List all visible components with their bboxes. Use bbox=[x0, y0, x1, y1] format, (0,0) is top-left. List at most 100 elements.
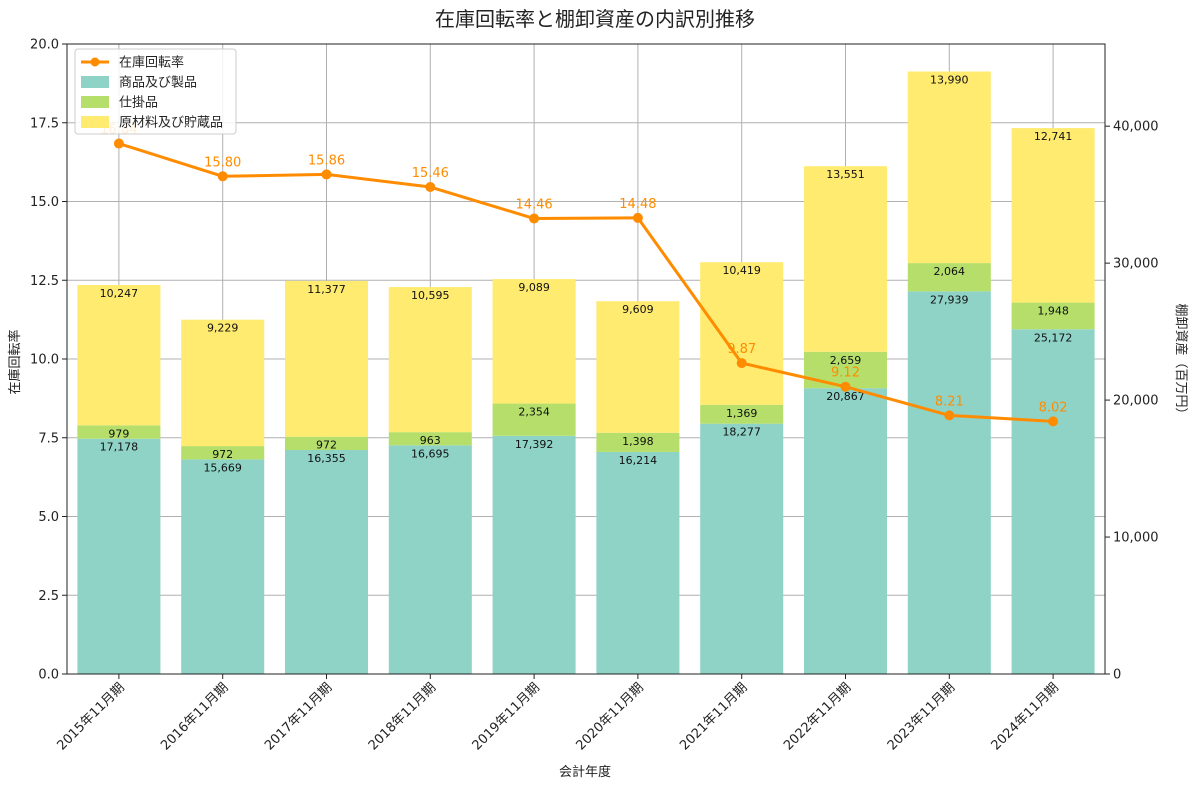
x-tick-label: 2019年11月期 bbox=[470, 680, 543, 753]
bar-value-label: 963 bbox=[420, 434, 441, 447]
turnover-value-label: 15.46 bbox=[412, 166, 449, 181]
turnover-point bbox=[944, 410, 955, 421]
bar-value-label: 17,178 bbox=[100, 441, 139, 454]
left-y-tick-label: 2.5 bbox=[38, 589, 59, 604]
bar-value-label: 2,354 bbox=[518, 406, 550, 419]
bar-value-label: 27,939 bbox=[930, 293, 969, 306]
bar-segment-products bbox=[700, 423, 784, 674]
bar-value-label: 972 bbox=[316, 439, 337, 452]
bar-segment-wip bbox=[907, 263, 991, 292]
bar-value-label: 1,398 bbox=[622, 435, 654, 448]
bar-segment-products bbox=[803, 388, 888, 674]
x-tick-label: 2015年11月期 bbox=[54, 680, 127, 753]
turnover-point bbox=[1048, 416, 1059, 427]
turnover-value-label: 15.86 bbox=[308, 153, 345, 168]
bar-segment-materials bbox=[803, 166, 888, 352]
left-y-axis-label: 在庫回転率 bbox=[7, 329, 23, 394]
right-y-axis-ticks: 0 10,000 20,000 30,000 40,000 bbox=[1105, 120, 1159, 683]
left-y-axis-ticks: 0.0 2.5 5.0 7.5 10.0 12.5 15.0 17.5 20.0 bbox=[30, 38, 67, 683]
bar-segment-products bbox=[492, 435, 576, 674]
bar-segment-materials bbox=[907, 71, 991, 264]
bar-segment-materials bbox=[284, 280, 369, 437]
turnover-point bbox=[113, 138, 124, 149]
legend-box bbox=[74, 48, 237, 135]
bar-value-label: 16,695 bbox=[411, 447, 450, 460]
bar-value-label: 11,377 bbox=[307, 283, 346, 296]
bar-segment-materials bbox=[388, 287, 472, 433]
legend-label: 商品及び製品 bbox=[119, 76, 197, 91]
bar-value-label: 16,214 bbox=[619, 454, 658, 467]
bar-segment-materials bbox=[700, 262, 784, 405]
bar-value-label: 20,867 bbox=[826, 390, 865, 403]
bar-segment-wip bbox=[700, 404, 784, 424]
turnover-line bbox=[118, 142, 1054, 423]
bar-value-label: 12,741 bbox=[1034, 130, 1073, 143]
left-y-tick-label: 5.0 bbox=[38, 510, 59, 525]
bar-value-label: 9,229 bbox=[207, 322, 239, 335]
left-y-tick-label: 10.0 bbox=[30, 353, 59, 368]
turnover-point bbox=[217, 171, 228, 182]
right-y-tick-label: 40,000 bbox=[1113, 120, 1159, 135]
bar-value-label: 1,369 bbox=[726, 407, 758, 420]
bar-segment-products bbox=[596, 451, 680, 674]
bar-segment-wip bbox=[596, 432, 680, 452]
bar-value-label: 18,277 bbox=[722, 426, 761, 439]
x-tick-label: 2024年11月期 bbox=[989, 680, 1062, 753]
turnover-value-label: 8.02 bbox=[1039, 400, 1068, 415]
left-y-tick-label: 0.0 bbox=[38, 668, 59, 683]
bar-value-label: 10,247 bbox=[100, 287, 139, 300]
x-tick-label: 2018年11月期 bbox=[366, 680, 439, 753]
bar-segment-products bbox=[284, 450, 369, 674]
bar-segment-wip bbox=[1011, 302, 1095, 330]
bar-segment-products bbox=[907, 291, 991, 674]
turnover-value-label: 15.80 bbox=[204, 155, 241, 170]
x-tick-label: 2022年11月期 bbox=[781, 680, 854, 753]
left-y-tick-label: 17.5 bbox=[30, 116, 59, 131]
legend-label: 原材料及び貯蔵品 bbox=[119, 116, 223, 131]
bar-segment-materials bbox=[492, 279, 576, 404]
legend-label: 在庫回転率 bbox=[119, 55, 184, 71]
bar-value-label: 16,355 bbox=[307, 452, 346, 465]
legend-label: 仕掛品 bbox=[119, 96, 158, 111]
bar-segment-materials bbox=[181, 319, 265, 447]
left-y-tick-label: 7.5 bbox=[38, 431, 59, 446]
right-y-tick-label: 10,000 bbox=[1113, 531, 1159, 546]
bar-value-label: 972 bbox=[212, 448, 233, 461]
bar-value-labels: 17,178 15,669 16,355 16,695 17,392 16,214 18,2… bbox=[100, 73, 1073, 474]
chart-title: 在庫回転率と棚卸資産の内訳別推移 bbox=[435, 7, 755, 31]
turnover-point bbox=[632, 212, 643, 223]
bar-segment-materials bbox=[77, 284, 161, 426]
bar-value-label: 2,659 bbox=[830, 354, 862, 367]
left-y-tick-label: 20.0 bbox=[30, 38, 59, 53]
bar-segment-products bbox=[181, 459, 265, 674]
x-tick-label: 2017年11月期 bbox=[262, 680, 335, 753]
right-y-axis-label: 棚卸資産（百万円） bbox=[1173, 303, 1189, 420]
bar-segment-materials bbox=[596, 301, 680, 433]
bar-value-label: 9,609 bbox=[622, 303, 654, 316]
turnover-point bbox=[321, 169, 332, 180]
bar-value-label: 10,419 bbox=[722, 264, 761, 277]
bar-value-label: 10,595 bbox=[411, 289, 450, 302]
x-tick-label: 2020年11月期 bbox=[573, 680, 646, 753]
bar-value-label: 979 bbox=[108, 427, 129, 440]
legend-swatch bbox=[81, 76, 109, 88]
turnover-value-label: 8.21 bbox=[935, 394, 964, 409]
bar-value-label: 15,669 bbox=[203, 461, 242, 474]
turnover-point bbox=[529, 213, 540, 224]
turnover-value-label: 9.87 bbox=[727, 342, 756, 357]
x-tick-label: 2021年11月期 bbox=[677, 680, 750, 753]
bar-segment-wip bbox=[492, 403, 576, 436]
legend-swatch bbox=[81, 116, 109, 128]
bar-segment-wip bbox=[284, 436, 369, 451]
left-y-tick-label: 15.0 bbox=[30, 195, 59, 210]
x-axis-ticks: 2015年11月期 2016年11月期 2017年11月期 2018年11月期 2019… bbox=[54, 674, 1062, 754]
turnover-point bbox=[736, 358, 747, 369]
x-axis-label: 会計年度 bbox=[559, 764, 611, 780]
left-y-tick-label: 12.5 bbox=[30, 274, 59, 289]
right-y-tick-label: 20,000 bbox=[1113, 394, 1159, 409]
bar-value-label: 2,064 bbox=[934, 265, 966, 278]
bar-value-label: 25,172 bbox=[1034, 331, 1073, 344]
turnover-value-label: 14.48 bbox=[619, 197, 656, 212]
bar-segment-products bbox=[388, 445, 472, 674]
